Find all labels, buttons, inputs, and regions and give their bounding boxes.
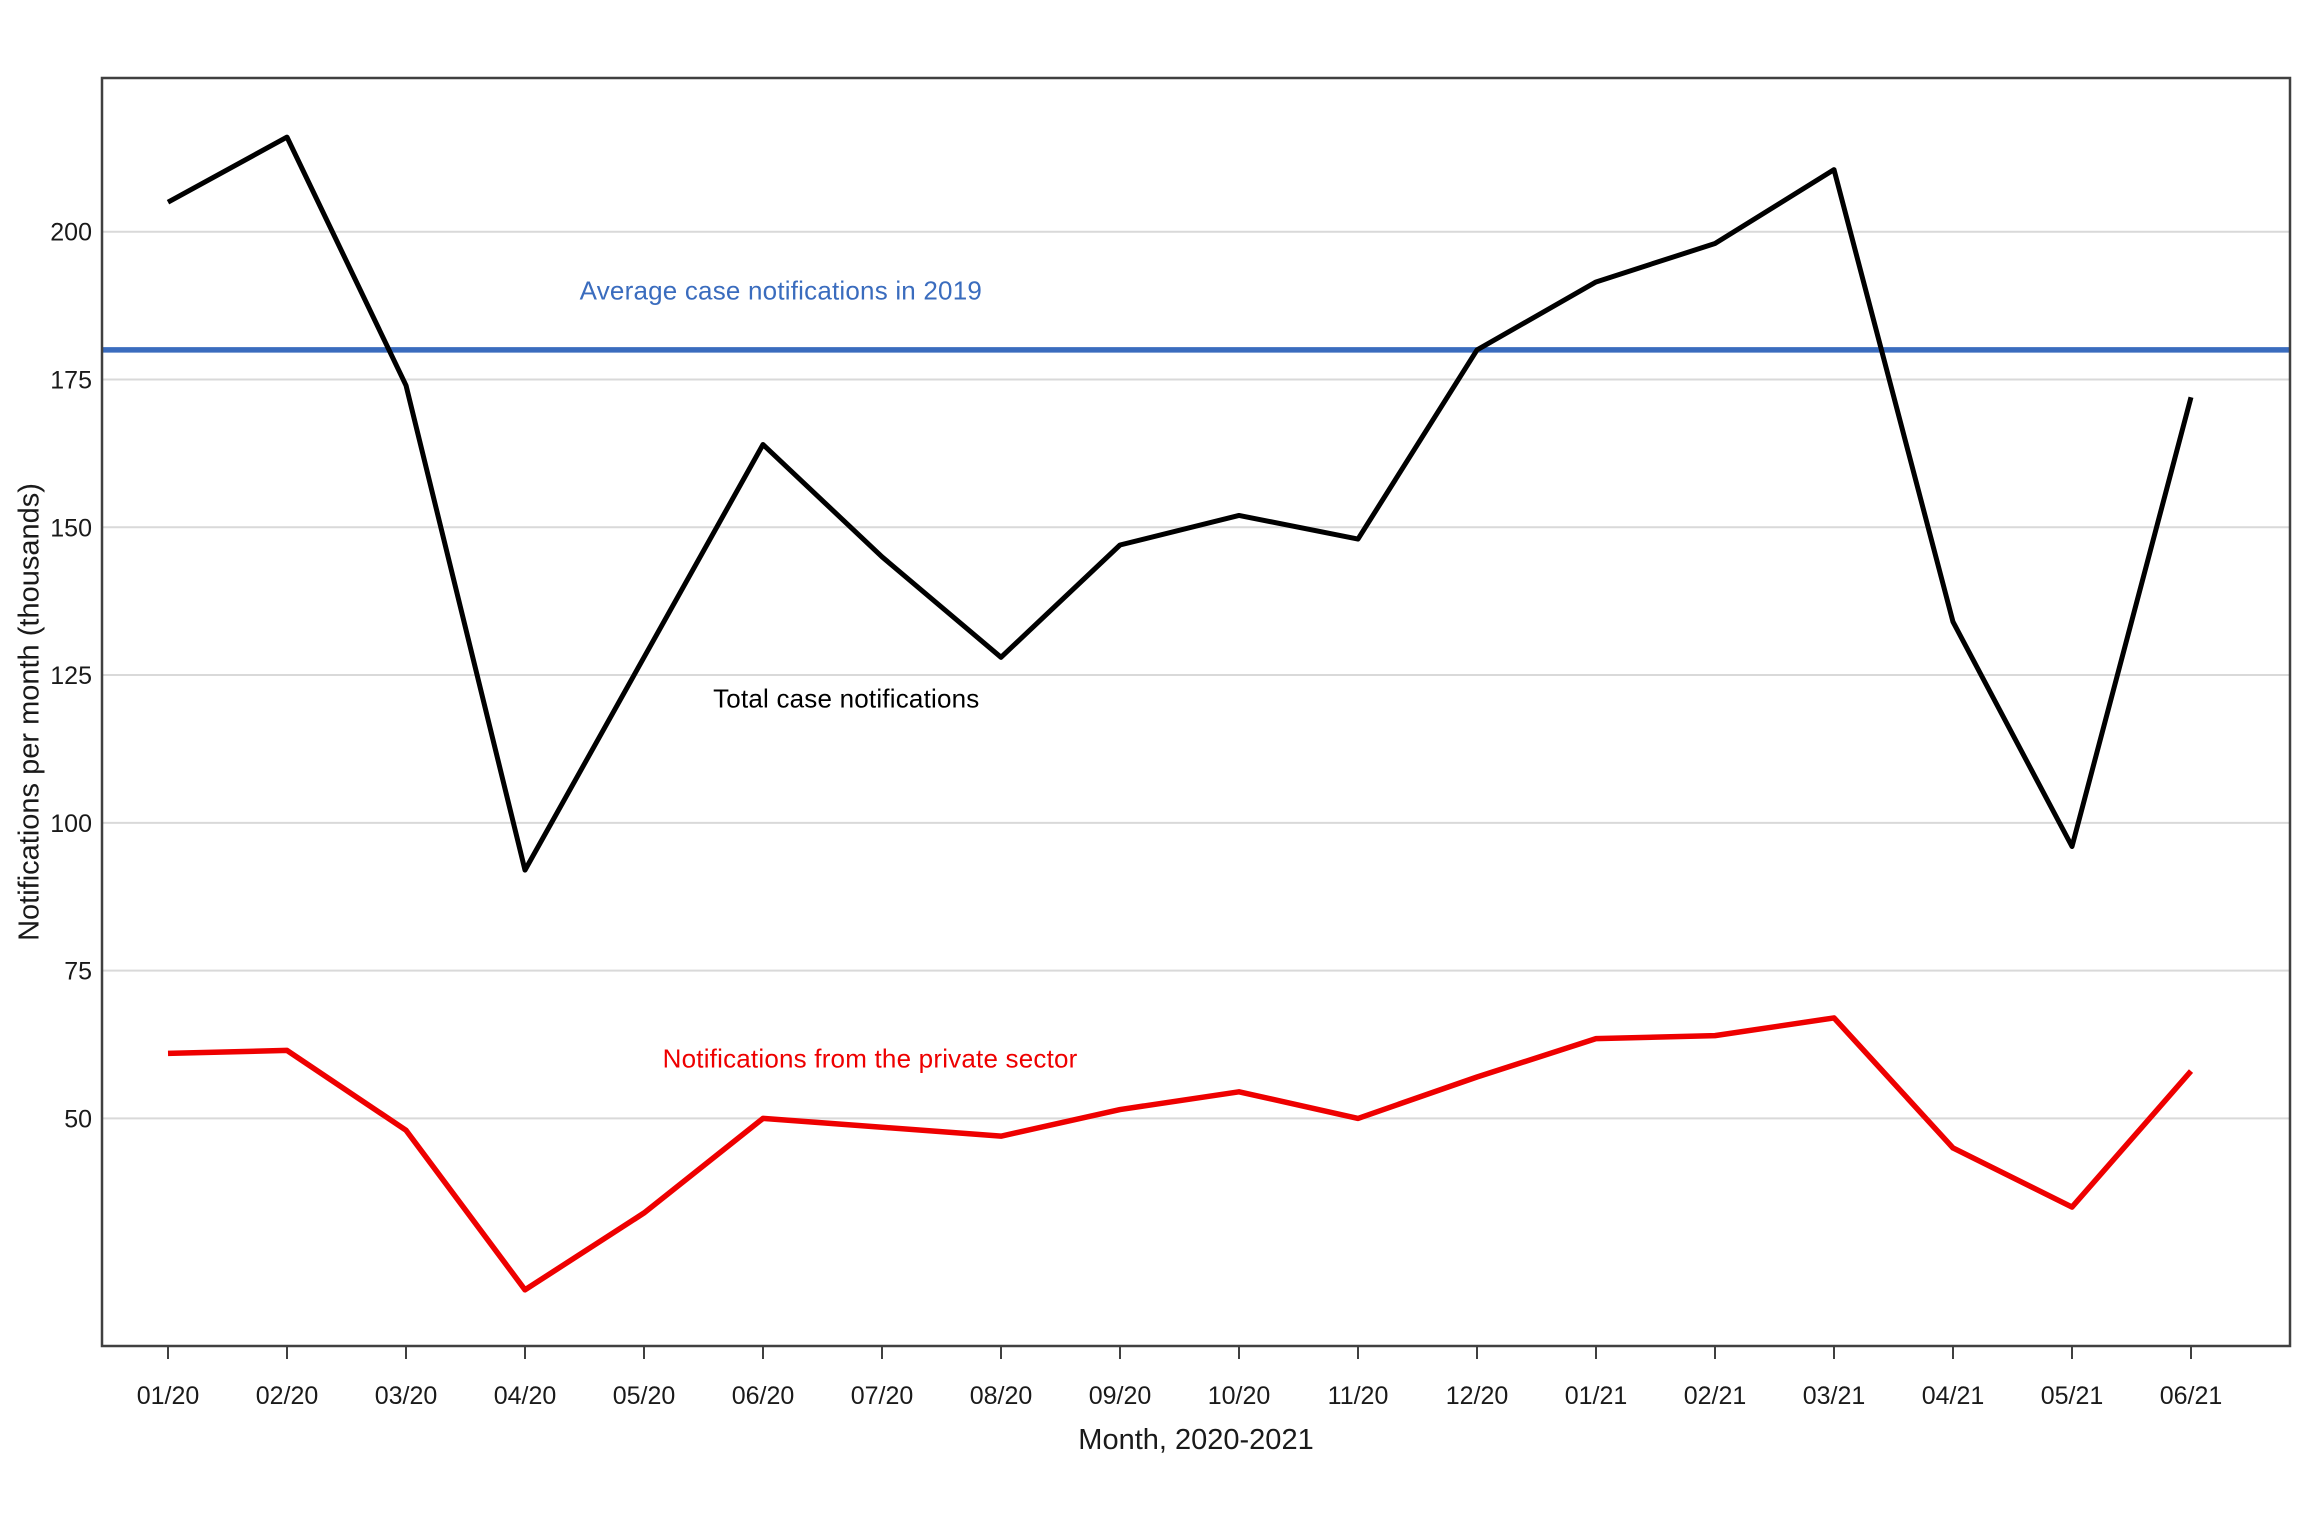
y-axis-title: Notifications per month (thousands): [13, 483, 46, 941]
x-tick-label: 08/20: [970, 1382, 1033, 1410]
x-tick-label: 04/21: [1922, 1382, 1985, 1410]
y-tick-label: 50: [64, 1105, 92, 1133]
x-tick-label: 04/20: [494, 1382, 557, 1410]
x-tick-label: 05/20: [613, 1382, 676, 1410]
y-tick-label: 175: [50, 366, 92, 394]
x-tick-label: 09/20: [1089, 1382, 1152, 1410]
x-tick-label: 12/20: [1446, 1382, 1509, 1410]
x-tick-label: 01/21: [1565, 1382, 1628, 1410]
private-series-label: Notifications from the private sector: [662, 1043, 1078, 1074]
reference-line-label: Average case notifications in 2019: [579, 275, 983, 306]
x-tick-label: 02/21: [1684, 1382, 1747, 1410]
total-series-label: Total case notifications: [713, 683, 980, 714]
x-tick-label: 06/20: [732, 1382, 795, 1410]
y-tick-label: 200: [50, 219, 92, 247]
x-tick-label: 05/21: [2041, 1382, 2104, 1410]
x-tick-label: 03/21: [1803, 1382, 1866, 1410]
y-tick-label: 75: [64, 958, 92, 986]
x-tick-label: 02/20: [256, 1382, 319, 1410]
x-tick-label: 06/21: [2160, 1382, 2223, 1410]
y-tick-label: 125: [50, 662, 92, 690]
x-tick-label: 07/20: [851, 1382, 914, 1410]
y-tick-label: 100: [50, 810, 92, 838]
x-tick-label: 11/20: [1328, 1382, 1389, 1410]
plot-border: [100, 76, 2292, 1348]
y-tick-label: 150: [50, 514, 92, 542]
x-axis-title: Month, 2020-2021: [1078, 1424, 1314, 1456]
x-tick-label: 01/20: [137, 1382, 200, 1410]
x-tick-label: 10/20: [1208, 1382, 1271, 1410]
x-tick-label: 03/20: [375, 1382, 438, 1410]
private-sector-notifications-line: [167, 1015, 2194, 1293]
total-case-notifications-line: [166, 134, 2194, 873]
